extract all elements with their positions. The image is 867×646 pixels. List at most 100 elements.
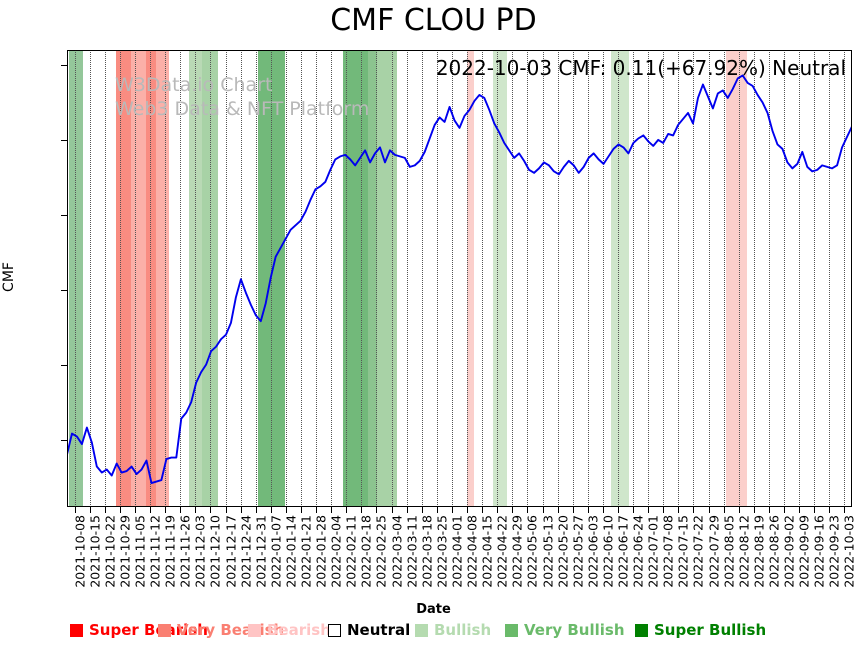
- legend-label: Super Bullish: [654, 621, 767, 639]
- x-tick-mark: [316, 507, 318, 513]
- x-tick-mark: [512, 507, 514, 513]
- plot-frame: [67, 50, 852, 507]
- y-axis-label: CMF: [1, 262, 17, 292]
- x-axis-label: Date: [416, 602, 451, 617]
- x-tick-mark: [195, 507, 197, 513]
- sentiment-band: [467, 50, 474, 507]
- x-tick-label: 2022-06-17: [615, 515, 631, 588]
- legend-swatch-icon: [328, 623, 341, 637]
- grid-line-vertical: [693, 50, 695, 507]
- grid-line-vertical: [361, 50, 363, 507]
- x-tick-mark: [150, 507, 152, 513]
- x-tick-mark: [753, 507, 755, 513]
- grid-line-vertical: [180, 50, 182, 507]
- x-tick-mark: [844, 507, 846, 513]
- x-tick-mark: [225, 507, 227, 513]
- grid-line-vertical: [165, 50, 167, 507]
- x-tick-mark: [436, 507, 438, 513]
- legend-item[interactable]: Super Bullish: [635, 618, 766, 642]
- legend-swatch-icon: [505, 623, 518, 637]
- grid-line-vertical: [316, 50, 318, 507]
- x-tick-label: 2022-09-02: [781, 515, 797, 588]
- x-tick-mark: [467, 507, 469, 513]
- sentiment-band: [367, 50, 378, 507]
- legend-swatch-icon: [248, 623, 261, 637]
- grid-line-vertical: [557, 50, 559, 507]
- x-tick-mark: [542, 507, 544, 513]
- legend-item[interactable]: Super Bearish: [70, 618, 208, 642]
- grid-line-vertical: [527, 50, 529, 507]
- x-tick-mark: [255, 507, 257, 513]
- x-tick-mark: [738, 507, 740, 513]
- grid-line-vertical: [300, 50, 302, 507]
- x-tick-label: 2022-06-24: [630, 515, 646, 588]
- x-tick-mark: [602, 507, 604, 513]
- grid-line-vertical: [618, 50, 619, 507]
- x-tick-label: 2021-11-05: [132, 515, 148, 588]
- grid-line-vertical: [542, 50, 544, 507]
- legend-item[interactable]: Bearish: [248, 618, 331, 642]
- grid-line-vertical: [572, 50, 574, 507]
- legend-label: Bearish: [267, 621, 331, 639]
- grid-line-vertical: [768, 50, 770, 507]
- x-tick-label: 2022-07-29: [706, 515, 722, 588]
- legend-item[interactable]: Very Bullish: [505, 618, 625, 642]
- x-tick-mark: [618, 507, 619, 513]
- sentiment-band: [130, 50, 147, 507]
- x-tick-mark: [391, 507, 393, 513]
- grid-line-vertical: [346, 50, 348, 507]
- x-tick-mark: [376, 507, 378, 513]
- grid-line-vertical: [436, 50, 438, 507]
- grid-line-vertical: [799, 50, 801, 507]
- x-tick-mark: [421, 507, 423, 513]
- x-tick-label: 2022-04-01: [449, 515, 465, 588]
- x-tick-label: 2021-10-08: [72, 515, 88, 588]
- x-tick-label: 2022-02-04: [328, 515, 344, 588]
- legend-item[interactable]: Neutral: [328, 618, 410, 642]
- y-tick-mark: [61, 364, 67, 366]
- legend: Super Bearish Very Bearish Bearish Neutral B…: [0, 618, 867, 644]
- sentiment-band: [611, 50, 630, 507]
- x-tick-label: 2022-04-29: [509, 515, 525, 588]
- x-tick-label: 2022-02-11: [343, 515, 359, 588]
- x-tick-label: 2022-07-08: [660, 515, 676, 588]
- grid-line-vertical: [829, 50, 831, 507]
- x-tick-label: 2022-02-25: [373, 515, 389, 588]
- x-tick-mark: [829, 507, 831, 513]
- x-tick-mark: [768, 507, 770, 513]
- chart-title: CMF CLOU PD: [330, 3, 537, 38]
- x-tick-label: 2022-04-15: [479, 515, 495, 588]
- grid-line-vertical: [723, 50, 725, 507]
- legend-swatch-icon: [635, 623, 648, 637]
- x-tick-mark: [210, 507, 212, 513]
- x-tick-label: 2022-01-14: [283, 515, 299, 588]
- legend-label: Super Bearish: [89, 621, 208, 639]
- grid-line-vertical: [421, 50, 423, 507]
- grid-line-vertical: [255, 50, 257, 507]
- x-tick-mark: [678, 507, 680, 513]
- grid-line-vertical: [331, 50, 333, 507]
- x-tick-label: 2021-10-15: [87, 515, 103, 588]
- x-tick-label: 2021-11-19: [162, 515, 178, 588]
- x-tick-label: 2022-07-22: [690, 515, 706, 588]
- x-tick-mark: [784, 507, 786, 513]
- x-tick-label: 2021-10-22: [102, 515, 118, 588]
- x-tick-label: 2022-01-28: [313, 515, 329, 588]
- x-tick-mark: [104, 507, 106, 513]
- x-tick-label: 2022-08-26: [766, 515, 782, 588]
- sentiment-band: [493, 50, 507, 507]
- y-tick-mark: [61, 439, 67, 441]
- grid-line-vertical: [602, 50, 604, 507]
- x-tick-mark: [240, 507, 242, 513]
- cmf-line-series: [67, 74, 852, 484]
- grid-line-vertical: [210, 50, 212, 507]
- legend-item[interactable]: Bullish: [415, 618, 491, 642]
- x-tick-label: 2022-06-03: [585, 515, 601, 588]
- grid-line-vertical: [74, 50, 76, 507]
- x-tick-mark: [708, 507, 710, 513]
- grid-line-vertical: [784, 50, 786, 507]
- x-tick-mark: [74, 507, 76, 513]
- grid-lines: [67, 50, 852, 507]
- x-tick-mark: [799, 507, 801, 513]
- y-tick-mark: [61, 214, 67, 216]
